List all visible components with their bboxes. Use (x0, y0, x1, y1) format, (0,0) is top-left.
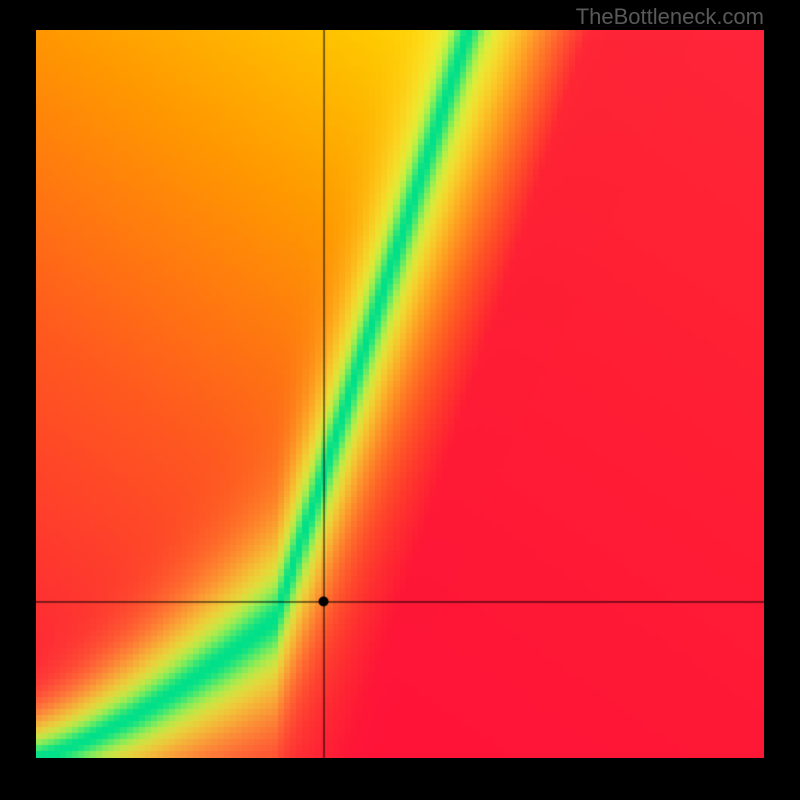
bottleneck-heatmap (36, 30, 764, 758)
chart-container: TheBottleneck.com (0, 0, 800, 800)
watermark-text: TheBottleneck.com (576, 4, 764, 30)
